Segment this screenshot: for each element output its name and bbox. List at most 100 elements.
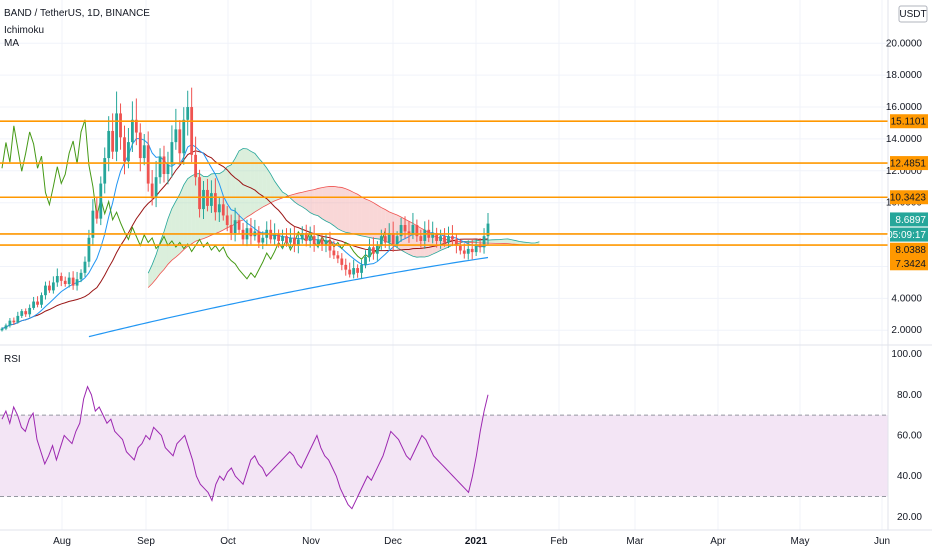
candle [103, 147, 107, 194]
candle-body [257, 231, 261, 243]
candle [443, 228, 446, 247]
price-tick-label: 16.0000 [886, 102, 923, 113]
candle-body [28, 307, 32, 315]
rsi-axis[interactable]: 20.00 40.00 60.00 80.00 100.00 [891, 349, 922, 523]
candle [221, 196, 225, 221]
cloud-segment [246, 148, 251, 217]
candle [403, 216, 407, 239]
price-tag-box [890, 114, 928, 129]
candle-body [340, 258, 344, 265]
cloud-segment [341, 187, 346, 233]
time-tick-label: Nov [302, 536, 320, 547]
candle-body [71, 277, 75, 286]
time-axis[interactable]: Aug Sep Oct Nov Dec 2021 Feb Mar Apr May Jun [53, 536, 890, 547]
time-tick-label: Mar [626, 536, 644, 547]
candle-body [458, 245, 462, 251]
cloud-segment [250, 151, 255, 215]
candle-body [289, 237, 292, 243]
cloud-segment [298, 192, 303, 207]
candle [75, 271, 79, 291]
time-tick-label: 2021 [465, 536, 488, 547]
rsi-polyline [1, 385, 489, 510]
ichimoku-base-line [1, 150, 489, 330]
price-tag-label: 10.3423 [890, 193, 927, 204]
cloud-segment [211, 173, 216, 236]
candle [407, 221, 411, 243]
candle-body [166, 164, 170, 174]
candle [154, 160, 158, 208]
candle [431, 221, 435, 244]
candle [158, 148, 162, 184]
candle-body [415, 225, 419, 237]
candle [115, 91, 118, 162]
cloud-segment [302, 191, 307, 210]
candle [67, 272, 71, 288]
candle-body [127, 142, 130, 162]
candle-body [233, 220, 237, 233]
candle [486, 213, 490, 245]
candle-body [300, 232, 304, 240]
candle-body [91, 210, 95, 238]
candle-body [281, 236, 284, 241]
candle-body [383, 236, 387, 243]
price-tag-box [890, 242, 928, 257]
candle [233, 207, 237, 242]
candle [190, 87, 194, 163]
candle-body [182, 119, 186, 154]
rsi-label[interactable]: RSI [4, 354, 21, 365]
rsi-band [0, 414, 888, 497]
candle-body [229, 225, 233, 233]
candle [71, 271, 75, 290]
candle [36, 296, 39, 308]
candle-body [154, 177, 158, 197]
candle-body [190, 107, 194, 155]
candle-body [146, 145, 150, 184]
candle [150, 169, 154, 206]
candle-body [44, 285, 47, 296]
candle-body [16, 315, 20, 323]
cloud-segment [499, 239, 504, 244]
cloud-segment [243, 148, 247, 221]
price-tags: 15.1101 12.4851 10.3423 8.6897 05:09:17 8.038… [887, 114, 928, 271]
candle [364, 250, 367, 269]
indicator-ichimoku-label[interactable]: Ichimoku [4, 25, 44, 36]
candle [170, 125, 174, 178]
rsi-tick-label: 20.00 [897, 512, 922, 523]
rsi-tick-label: 40.00 [897, 471, 922, 482]
price-tick-label: 4.0000 [891, 293, 922, 304]
currency-button[interactable]: USDT [898, 5, 928, 23]
candle [474, 239, 478, 256]
candle [186, 90, 190, 136]
time-tick-label: Aug [53, 536, 71, 547]
candle [44, 281, 47, 300]
candle-body [194, 154, 198, 178]
candle-body [142, 145, 146, 159]
cloud-segment [156, 242, 161, 279]
candle [107, 116, 111, 172]
candle [40, 292, 43, 308]
candle-body [292, 237, 296, 246]
price-tag-box [890, 156, 928, 171]
candle-body [32, 301, 36, 308]
candle-body [454, 239, 458, 246]
candle-body [379, 236, 383, 246]
candle-body [387, 232, 391, 243]
candle-body [304, 232, 308, 241]
candle [237, 214, 241, 235]
candle-body [352, 268, 356, 275]
candle [312, 225, 316, 252]
candle [344, 258, 348, 276]
cloud-segment [215, 173, 220, 234]
cloud-segment [270, 174, 275, 203]
candle-body [12, 320, 16, 323]
candle [51, 276, 55, 294]
cloud-segment [373, 202, 378, 239]
horizontal-lines[interactable] [0, 120, 888, 246]
svg-text:USDT: USDT [899, 9, 926, 20]
cloud-segment [318, 187, 323, 219]
candle-body [336, 255, 340, 259]
rsi-pane[interactable] [0, 385, 888, 510]
cloud-segment [491, 239, 496, 244]
indicator-ma-label[interactable]: MA [4, 38, 19, 49]
candle-body [119, 113, 122, 138]
